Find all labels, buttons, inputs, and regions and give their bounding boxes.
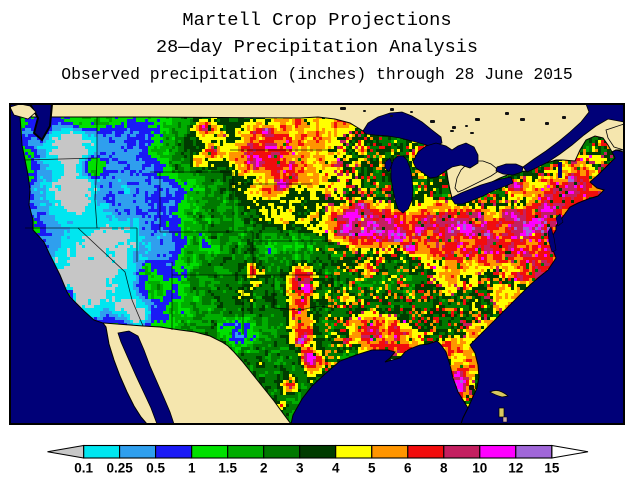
svg-text:6: 6 (404, 461, 412, 476)
svg-text:Martell Crop Projections: Martell Crop Projections (182, 9, 451, 31)
svg-text:5: 5 (368, 461, 376, 476)
svg-text:3: 3 (296, 461, 304, 476)
svg-text:0.5: 0.5 (146, 461, 165, 476)
svg-text:8: 8 (440, 461, 448, 476)
svg-text:1.5: 1.5 (218, 461, 237, 476)
svg-text:0.25: 0.25 (106, 461, 133, 476)
svg-text:10: 10 (472, 461, 487, 476)
svg-text:4: 4 (332, 461, 340, 476)
svg-text:0.1: 0.1 (74, 461, 93, 476)
svg-text:12: 12 (508, 461, 523, 476)
svg-text:28—day Precipitation Analysis: 28—day Precipitation Analysis (156, 37, 478, 58)
svg-text:15: 15 (544, 461, 560, 476)
svg-text:1: 1 (188, 461, 196, 476)
svg-text:2: 2 (260, 461, 268, 476)
svg-text:Observed precipitation (inches: Observed precipitation (inches) through … (61, 65, 572, 84)
